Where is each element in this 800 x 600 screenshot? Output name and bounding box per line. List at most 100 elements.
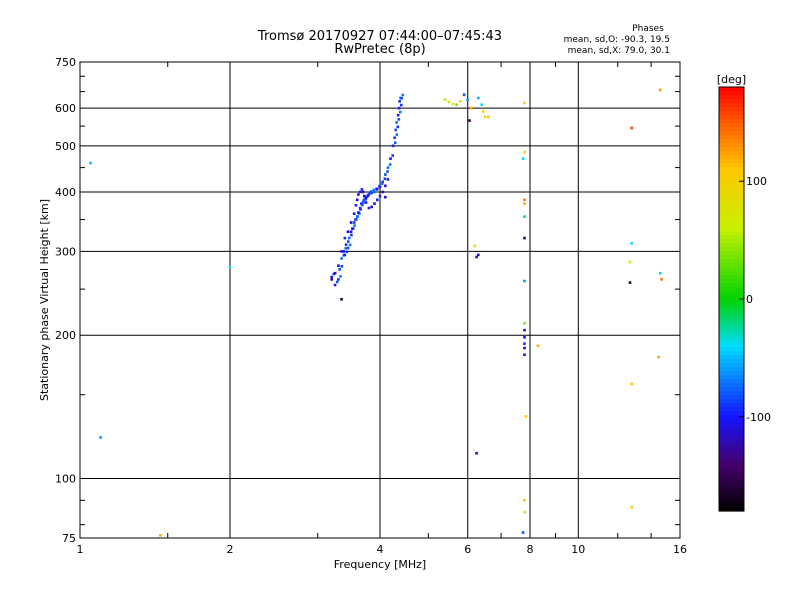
colorbar-segment [719,291,744,296]
colorbar-segment [719,499,744,504]
scatter-point [475,255,478,259]
trace-o-point [369,190,373,193]
scatter-point [459,100,462,103]
colorbar-segment [719,427,744,432]
trace-x-point [358,190,362,194]
colorbar-segment [719,243,744,248]
scatter-point [521,531,525,534]
trace-o-point [396,125,400,129]
trace-o-point [378,185,382,189]
trace-o-point [344,247,348,250]
colorbar-segment [719,455,744,460]
scatter-point [473,244,477,248]
colorbar-segment [719,423,744,428]
scatter-point [228,265,232,269]
colorbar-segment [719,407,744,412]
colorbar-segment [719,475,744,480]
trace-o-point [386,170,389,173]
colorbar-segment [719,151,744,156]
trace-o-point [370,191,374,195]
colorbar-segment [719,119,744,124]
trace-x-point [354,203,358,207]
colorbar-segment [719,367,744,372]
colorbar-tick-label: 100 [746,175,767,188]
trace-o-point [383,177,387,181]
colorbar-segment [719,303,744,308]
scatter-point [524,415,528,418]
trace-o-point [360,202,363,205]
colorbar-segment [719,203,744,208]
colorbar-segment [719,363,744,368]
trace-o-point [401,93,405,97]
trace-o-point [393,136,396,140]
colorbar-segment [719,187,744,192]
colorbar-segment [719,267,744,272]
y-tick-label: 600 [55,102,76,115]
colorbar-segment [719,171,744,176]
scatter-point [523,346,526,350]
colorbar-segment [719,383,744,388]
trace-o-point [395,133,399,136]
colorbar-segment [719,115,744,120]
trace-o-point [354,218,357,221]
colorbar-segment [719,279,744,284]
scatter-point [523,101,526,105]
scatter-point [630,382,634,386]
colorbar-segment [719,375,744,380]
colorbar-segment [719,487,744,492]
colorbar-segment [719,451,744,456]
trace-o-point [365,195,368,199]
colorbar-segment [719,311,744,316]
colorbar-segment [719,299,744,304]
colorbar-segment [719,271,744,276]
scatter-point [483,115,487,119]
chart-subtitle: RwPretec (8p) [334,42,425,57]
trace-o-point [373,190,376,194]
colorbar-segment [719,247,744,252]
scatter-point [630,506,634,509]
trace-o-point [391,154,395,157]
colorbar-segment [719,351,744,356]
scatter-point [330,278,334,281]
colorbar-segment [719,155,744,160]
colorbar-segment [719,431,744,436]
trace-o-point [333,283,337,287]
colorbar-tick-label: -100 [746,411,771,424]
colorbar-segment [719,387,744,392]
scatter-point [628,260,632,264]
colorbar-segment [719,239,744,244]
colorbar-segment [719,495,744,500]
trace-x-point [361,190,365,194]
trace-x-point [386,178,390,181]
trace-o-point [389,157,392,160]
scatter-point [536,344,540,348]
plot-area: 1 2 4 6 8 10 16 75 100 200 300 400 500 600 750 [55,56,687,556]
colorbar-segment [719,403,744,408]
colorbar-segment [719,355,744,360]
colorbar-segment [719,435,744,440]
colorbar-segment [719,415,744,420]
trace-o-point [340,265,344,268]
scatter-point [523,279,526,283]
scatter-point [523,328,526,332]
trace-x-point [362,194,366,198]
scatter-point [470,106,473,110]
colorbar-segment [719,143,744,148]
colorbar-segment [719,211,744,216]
colorbar-segment [719,215,744,220]
colorbar-segment [719,183,744,188]
trace-o-point [380,182,384,186]
colorbar-segment [719,227,744,232]
scatter-point [468,119,471,122]
colorbar-segment [719,283,744,288]
trace-o-point [349,230,353,234]
trace-o-point [350,233,353,237]
colorbar-segment [719,275,744,280]
colorbar-segment [719,315,744,320]
x-tick-label: 16 [673,543,687,556]
colorbar-segment [719,259,744,264]
colorbar-segment [719,87,744,92]
y-tick-label: 300 [55,245,76,258]
scatter-point [523,236,526,240]
